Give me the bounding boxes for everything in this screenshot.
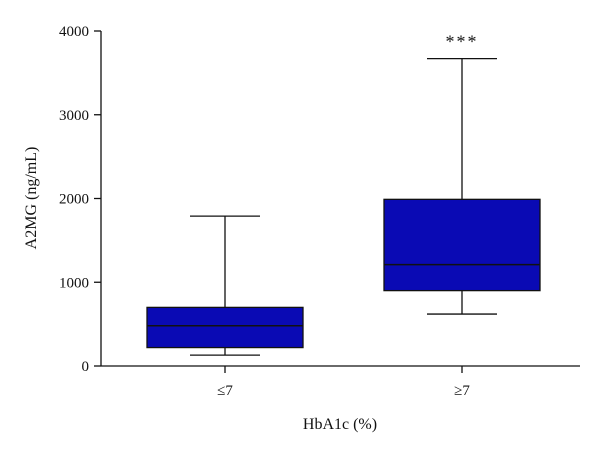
box-group <box>383 57 541 315</box>
y-ticks: 0 1000 2000 3000 4000 <box>59 24 101 375</box>
iqr-box <box>383 198 541 292</box>
x-ticks: ≤7 ≥7 <box>217 366 470 399</box>
boxes <box>146 57 541 356</box>
y-tick-label: 2000 <box>59 192 89 208</box>
iqr-box <box>146 306 304 349</box>
annotations: *** <box>446 32 479 52</box>
x-tick-label: ≥7 <box>454 383 470 399</box>
y-tick-label: 1000 <box>59 275 89 291</box>
box-group <box>146 215 304 356</box>
y-tick-label: 4000 <box>59 24 89 40</box>
significance-annotation: *** <box>446 32 479 52</box>
y-tick-label: 3000 <box>59 108 89 124</box>
y-tick-label: 0 <box>82 359 90 375</box>
x-tick-label: ≤7 <box>217 383 233 399</box>
y-axis-label: A2MG (ng/mL) <box>23 147 40 250</box>
x-axis-label: HbA1c (%) <box>303 416 377 433</box>
